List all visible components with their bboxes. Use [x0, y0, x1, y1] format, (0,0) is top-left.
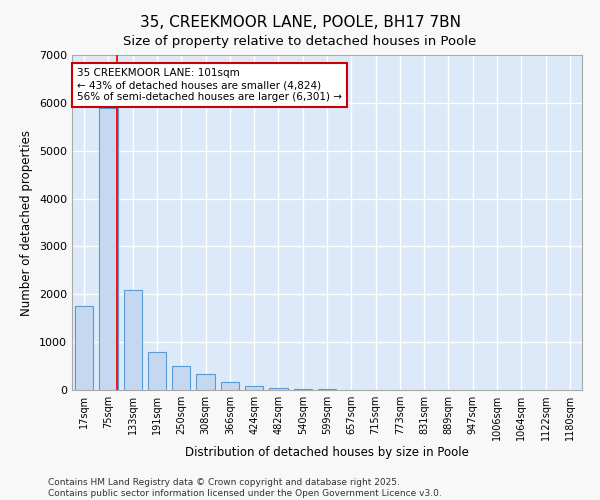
Bar: [75, 306, 93, 390]
Text: 35, CREEKMOOR LANE, POOLE, BH17 7BN: 35, CREEKMOOR LANE, POOLE, BH17 7BN: [139, 15, 461, 30]
Bar: [293, 389, 312, 390]
Bar: [196, 374, 215, 390]
Text: Contains HM Land Registry data © Crown copyright and database right 2025.
Contai: Contains HM Land Registry data © Crown c…: [48, 478, 442, 498]
Text: Size of property relative to detached houses in Poole: Size of property relative to detached ho…: [124, 35, 476, 48]
Bar: [172, 366, 190, 390]
X-axis label: Distribution of detached houses by size in Poole: Distribution of detached houses by size …: [185, 446, 469, 459]
Text: 35 CREEKMOOR LANE: 101sqm
← 43% of detached houses are smaller (4,824)
56% of se: 35 CREEKMOOR LANE: 101sqm ← 43% of detac…: [77, 68, 342, 102]
Y-axis label: Number of detached properties: Number of detached properties: [20, 130, 34, 316]
Bar: [148, 352, 166, 390]
Bar: [269, 388, 287, 390]
Bar: [221, 382, 239, 390]
Bar: [100, 108, 118, 390]
Bar: [124, 290, 142, 390]
Bar: [245, 386, 263, 390]
